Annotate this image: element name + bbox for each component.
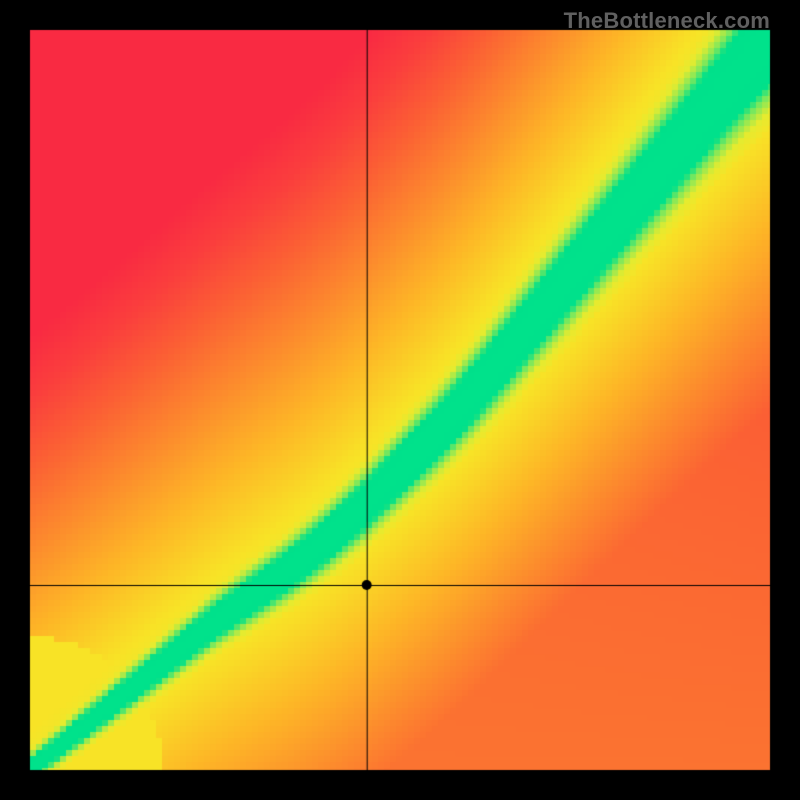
bottleneck-heatmap-container: TheBottleneck.com	[0, 0, 800, 800]
heatmap-canvas	[0, 0, 800, 800]
watermark-text: TheBottleneck.com	[564, 8, 770, 34]
